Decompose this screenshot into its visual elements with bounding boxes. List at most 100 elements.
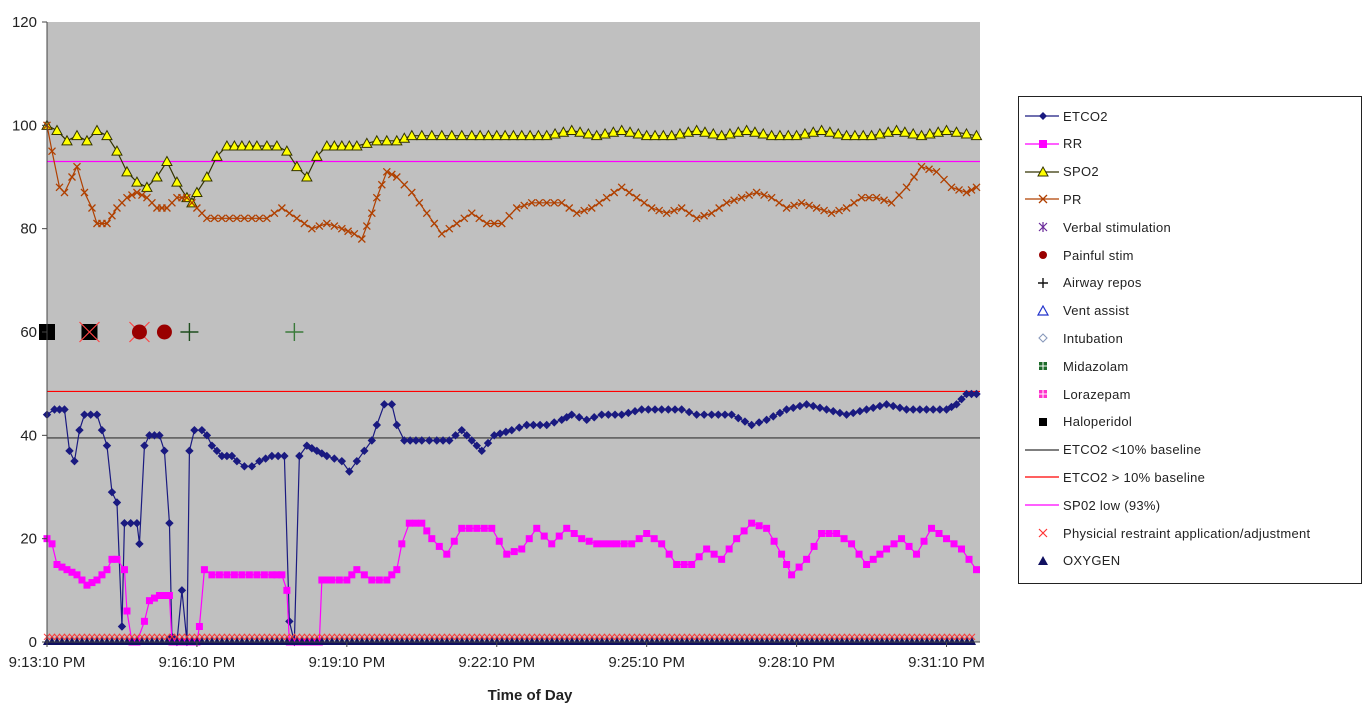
data-point xyxy=(907,127,920,139)
data-point xyxy=(48,540,56,548)
event-marker xyxy=(143,633,151,641)
event-marker xyxy=(303,633,311,641)
data-point xyxy=(782,129,795,141)
data-point xyxy=(674,127,686,139)
data-point xyxy=(135,539,144,549)
data-point xyxy=(360,137,373,148)
legend-label: Lorazepam xyxy=(1063,386,1131,402)
data-point xyxy=(238,571,246,579)
data-point xyxy=(548,540,556,548)
legend-item: Airway repos xyxy=(1019,272,1359,294)
x-tick-label: 9:19:10 PM xyxy=(308,654,385,671)
event-marker xyxy=(268,633,276,641)
event-marker xyxy=(643,633,651,641)
data-point xyxy=(802,400,811,409)
data-point xyxy=(563,524,571,532)
data-point xyxy=(377,180,386,189)
legend-label: Midazolam xyxy=(1063,358,1129,374)
data-point xyxy=(251,139,263,151)
reference-lines xyxy=(47,160,980,439)
data-point xyxy=(565,204,574,212)
legend-label: Physicial restraint application/adjustme… xyxy=(1063,525,1311,541)
event-marker xyxy=(763,633,771,641)
data-point xyxy=(842,204,851,212)
data-point xyxy=(515,129,528,141)
event-marker xyxy=(53,633,61,641)
data-point xyxy=(557,126,570,137)
event-marker xyxy=(863,633,871,641)
data-point xyxy=(425,129,438,141)
data-point xyxy=(292,214,301,223)
data-point xyxy=(428,535,436,543)
event-marker xyxy=(938,633,946,641)
event-marker xyxy=(673,633,681,641)
data-point xyxy=(733,535,741,543)
data-point xyxy=(550,418,559,427)
data-point xyxy=(393,566,401,574)
data-point xyxy=(200,566,208,574)
data-point xyxy=(807,126,820,137)
data-point xyxy=(957,394,966,404)
data-point xyxy=(795,401,805,411)
data-point xyxy=(387,170,396,179)
y-axis: 0 20 40 60 80 100 120 xyxy=(12,14,48,651)
data-point xyxy=(291,160,303,172)
event-marker xyxy=(438,633,446,641)
data-point xyxy=(849,129,861,141)
event-marker xyxy=(393,633,401,641)
data-point xyxy=(635,535,643,543)
data-point xyxy=(763,524,771,532)
data-point xyxy=(285,617,294,626)
data-point xyxy=(113,555,121,563)
event-marker xyxy=(648,633,656,641)
data-point xyxy=(345,467,354,476)
legend-label: RR xyxy=(1063,136,1083,152)
data-point xyxy=(482,219,491,228)
data-point xyxy=(955,185,963,194)
legend-item: PR xyxy=(1019,188,1359,210)
data-point xyxy=(824,126,836,137)
event-marker xyxy=(188,633,196,641)
event-marker xyxy=(403,633,411,641)
data-point xyxy=(405,519,413,527)
legend-label: SPO2 xyxy=(1063,164,1099,180)
data-point xyxy=(151,170,163,182)
data-point xyxy=(657,405,666,414)
legend-symbol xyxy=(1025,165,1059,177)
data-point xyxy=(131,176,143,187)
data-point xyxy=(98,571,106,579)
data-point xyxy=(387,400,397,409)
data-point xyxy=(820,206,829,215)
data-point xyxy=(783,561,791,568)
event-marker xyxy=(713,633,721,641)
data-point xyxy=(849,408,858,418)
data-point xyxy=(902,405,911,414)
data-point xyxy=(607,126,620,137)
data-point xyxy=(928,524,936,532)
x-tick-label: 9:25:10 PM xyxy=(608,654,685,671)
event-marker xyxy=(728,633,736,641)
event-marker xyxy=(793,633,801,641)
data-point xyxy=(127,191,136,200)
data-point xyxy=(432,436,441,445)
data-point xyxy=(765,129,778,141)
data-point xyxy=(160,592,168,599)
event-marker xyxy=(163,633,171,641)
legend-item: Vent assist xyxy=(1019,300,1359,322)
data-point xyxy=(398,540,406,548)
data-point xyxy=(822,405,831,414)
data-point xyxy=(890,540,898,548)
data-point xyxy=(120,566,128,574)
data-point xyxy=(690,124,703,135)
data-point xyxy=(344,227,353,236)
event-marker xyxy=(953,633,961,641)
data-point xyxy=(445,224,454,233)
data-point xyxy=(261,454,270,463)
event-marker xyxy=(413,633,421,641)
data-point xyxy=(747,420,756,430)
data-point xyxy=(910,173,918,181)
legend-item: ETCO2 xyxy=(1019,105,1359,127)
event-marker xyxy=(68,633,76,641)
data-point xyxy=(699,410,709,419)
data-point xyxy=(525,535,533,543)
